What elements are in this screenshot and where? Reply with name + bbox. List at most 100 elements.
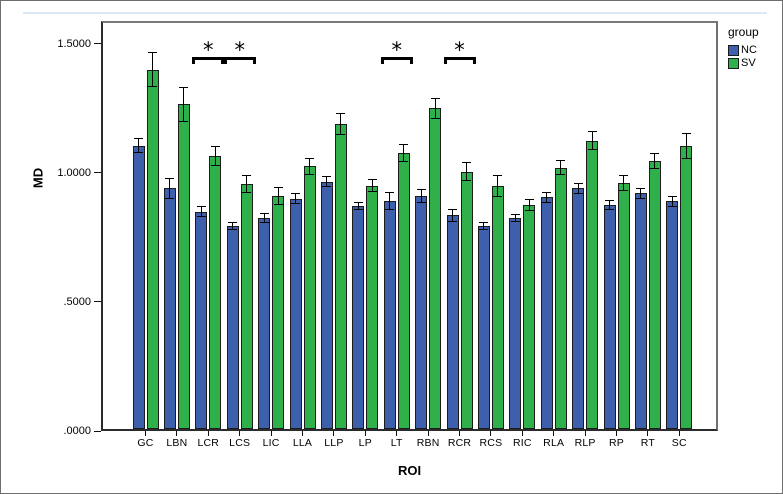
error-bar-cap-top	[134, 137, 143, 139]
bar-sv-gc[interactable]	[146, 69, 159, 429]
y-tick-mark	[94, 430, 101, 432]
error-bar-cap-bottom	[636, 198, 646, 200]
error-bar	[232, 221, 234, 230]
error-bar	[685, 132, 687, 159]
bar-nc-lic[interactable]	[258, 217, 271, 429]
bar-sv-lic[interactable]	[272, 196, 285, 429]
bar-nc-lcr[interactable]	[195, 211, 208, 429]
error-bar-cap-bottom	[430, 117, 440, 119]
bar-sv-rcs[interactable]	[491, 185, 504, 429]
error-bar	[169, 177, 171, 199]
error-bar	[214, 146, 216, 166]
error-bar-cap-bottom	[196, 216, 206, 218]
error-bar	[277, 186, 279, 206]
bar-sv-rp[interactable]	[617, 183, 630, 429]
bar-nc-sc[interactable]	[666, 201, 679, 429]
error-bar	[152, 52, 153, 87]
bar-sv-ric[interactable]	[523, 205, 536, 429]
error-bar-cap-bottom	[542, 202, 552, 203]
bar-sv-sc[interactable]	[680, 145, 693, 429]
bar-nc-ric[interactable]	[509, 217, 522, 429]
x-tick-mark	[521, 431, 523, 436]
sig-marker-lcs: *	[234, 38, 245, 62]
bar-nc-rbn[interactable]	[415, 196, 428, 429]
error-bar-cap-bottom	[510, 221, 520, 223]
bar-nc-lp[interactable]	[352, 206, 365, 429]
bar-sv-rbn[interactable]	[429, 108, 442, 429]
x-tick-mark	[427, 431, 429, 436]
x-tick-label: LLA	[292, 437, 313, 449]
bar-sv-rlp[interactable]	[586, 140, 599, 429]
x-tick-label: LIC	[262, 437, 280, 449]
x-tick-label: RT	[640, 437, 655, 449]
y-tick-label: 1.0000	[57, 166, 91, 179]
bar-sv-lla[interactable]	[303, 166, 316, 429]
error-bar-cap-top	[196, 205, 206, 207]
y-tick-label: 1.5000	[57, 37, 91, 50]
bar-sv-rcr[interactable]	[460, 171, 473, 429]
error-bar-cap-top	[273, 186, 283, 188]
bar-sv-rt[interactable]	[648, 161, 661, 429]
error-bar-cap-top	[524, 199, 534, 201]
x-tick-mark	[364, 431, 366, 436]
bar-sv-lbn[interactable]	[177, 104, 190, 429]
y-tick-label: .5000	[63, 295, 91, 308]
error-bar	[640, 187, 642, 200]
error-bar-cap-top	[399, 144, 409, 146]
legend-title: group	[728, 25, 759, 39]
x-tick-label: RLP	[574, 437, 596, 449]
error-bar-cap-top	[667, 195, 677, 197]
error-bar-cap-bottom	[259, 222, 269, 224]
error-bar-cap-top	[462, 161, 471, 163]
bar-sv-lt[interactable]	[397, 153, 410, 429]
x-tick-mark	[396, 431, 398, 436]
error-bar	[295, 193, 296, 205]
error-bar-cap-bottom	[228, 228, 238, 230]
y-axis-title: MD	[30, 167, 46, 189]
error-bar-cap-top	[242, 175, 252, 177]
error-bar	[200, 205, 202, 218]
bar-nc-lla[interactable]	[289, 198, 302, 429]
bar-nc-rp[interactable]	[603, 205, 616, 429]
error-bar	[560, 159, 562, 176]
x-tick-mark	[647, 431, 649, 436]
x-tick-label: RCR	[447, 437, 472, 449]
bar-nc-lt[interactable]	[383, 201, 396, 429]
bar-nc-rla[interactable]	[540, 197, 553, 429]
bar-nc-llp[interactable]	[320, 181, 333, 429]
bar-sv-lp[interactable]	[366, 185, 379, 429]
x-tick-mark	[239, 431, 241, 436]
error-bar	[183, 87, 185, 122]
error-bar	[389, 192, 391, 211]
error-bar-cap-top	[336, 112, 346, 114]
bar-nc-gc[interactable]	[132, 145, 145, 429]
bar-nc-rlp[interactable]	[572, 188, 585, 429]
error-bar-cap-top	[681, 132, 691, 134]
bar-nc-rcr[interactable]	[446, 215, 459, 429]
x-tick-label: RBN	[416, 437, 440, 449]
error-bar-cap-top	[430, 97, 440, 99]
sig-bracket-rcr	[443, 57, 476, 64]
x-tick-mark	[145, 431, 146, 436]
bar-nc-lcs[interactable]	[226, 225, 239, 429]
bar-sv-lcr[interactable]	[209, 156, 222, 429]
y-tick-mark	[94, 43, 101, 45]
bar-nc-rt[interactable]	[634, 193, 647, 429]
bar-nc-lbn[interactable]	[163, 188, 176, 429]
error-bar-cap-top	[228, 221, 238, 223]
bar-nc-rcs[interactable]	[477, 225, 490, 429]
x-tick-mark	[678, 431, 680, 436]
x-tick-label: LLP	[324, 437, 344, 449]
bar-sv-llp[interactable]	[334, 123, 347, 429]
y-tick-label: .0000	[63, 425, 91, 437]
error-bar-cap-bottom	[667, 205, 677, 207]
x-tick-mark	[584, 431, 586, 436]
x-tick-mark	[270, 431, 272, 436]
bar-sv-rla[interactable]	[554, 167, 567, 429]
error-bar	[591, 131, 593, 150]
x-tick-mark	[302, 431, 303, 436]
error-bar	[371, 178, 373, 193]
error-bar-cap-bottom	[367, 191, 377, 193]
bar-sv-lcs[interactable]	[240, 184, 253, 429]
